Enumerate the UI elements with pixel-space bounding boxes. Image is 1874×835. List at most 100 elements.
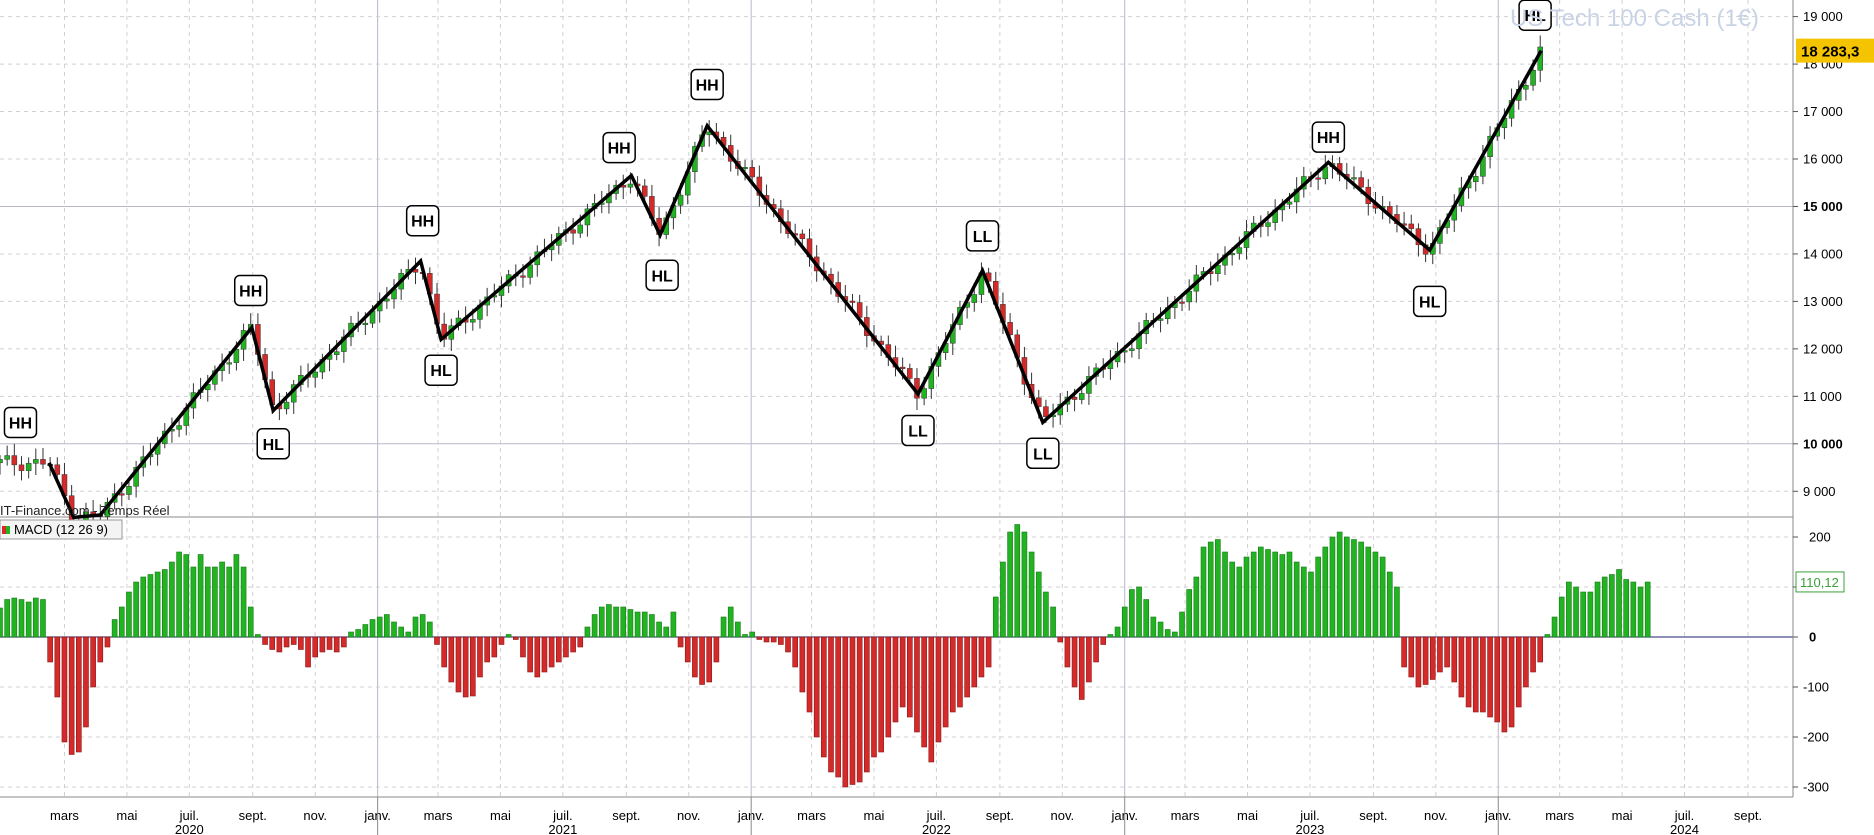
candle-body: [849, 300, 856, 303]
pattern-label-box: [690, 68, 724, 101]
macd-bar: [1515, 636, 1522, 708]
x-tick-label: juil.: [926, 808, 947, 823]
macd-bar: [670, 611, 677, 638]
macd-bar: [1064, 636, 1071, 668]
macd-bar: [1351, 539, 1357, 638]
x-tick-label: mai: [1237, 808, 1258, 823]
macd-bar: [627, 609, 634, 638]
candle-body: [677, 194, 684, 206]
macd-bar: [1143, 599, 1150, 638]
x-tick-label: mai: [490, 808, 511, 823]
macd-legend[interactable]: MACD (12 26 9): [0, 519, 123, 540]
pattern-label: HL: [1412, 285, 1447, 318]
price-tick-label: 14 000: [1803, 246, 1843, 261]
x-tick-label: juil.: [1299, 808, 1320, 823]
macd-bar: [742, 634, 748, 638]
macd-bar: [369, 619, 376, 638]
macd-bar: [749, 631, 756, 638]
macd-bar: [1573, 586, 1579, 638]
candle-body: [1472, 176, 1479, 182]
macd-tick-label: 200: [1809, 530, 1831, 545]
price-tick-label: 13 000: [1803, 294, 1843, 309]
macd-bar: [928, 636, 935, 763]
macd-bar: [1501, 636, 1508, 733]
macd-bar: [1329, 536, 1336, 638]
x-tick-label: mars: [1545, 808, 1574, 823]
candle-body: [1286, 201, 1293, 205]
macd-bar: [1071, 636, 1078, 688]
candle-body: [470, 319, 476, 323]
macd-bar: [1437, 636, 1443, 673]
price-tick-label: 19 000: [1803, 9, 1843, 24]
macd-bar: [985, 636, 992, 668]
macd-bar: [964, 636, 970, 698]
x-tick-label: nov.: [677, 808, 701, 823]
x-tick-label: sept.: [239, 808, 267, 823]
macd-bar: [169, 561, 175, 638]
candle-body: [899, 366, 906, 369]
x-tick-label: sept.: [612, 808, 640, 823]
x-tick-label: sept.: [1359, 808, 1387, 823]
macd-bar: [1078, 636, 1085, 700]
macd-bar: [842, 636, 849, 788]
macd-bar: [140, 576, 147, 638]
x-tick-label: juil.: [1674, 808, 1695, 823]
macd-bar: [25, 601, 32, 638]
macd-value-badge-text: 110,12: [1800, 575, 1839, 590]
macd-bar: [455, 636, 462, 693]
macd-bar: [477, 636, 483, 678]
macd-bar: [641, 611, 648, 638]
candle-body: [0, 459, 3, 464]
candle-body: [1351, 177, 1357, 180]
price-tick-label: 9 000: [1803, 484, 1836, 499]
macd-bar: [147, 574, 154, 638]
macd-bar: [1093, 636, 1099, 663]
macd-bar: [176, 551, 182, 638]
macd-bar: [727, 606, 734, 638]
macd-bar: [878, 636, 884, 753]
macd-bar: [1637, 586, 1644, 638]
candle-body: [641, 185, 648, 197]
candle-body: [1043, 406, 1049, 418]
macd-bar: [0, 607, 3, 638]
macd-bar: [512, 636, 519, 640]
candle-body: [1265, 222, 1271, 227]
macd-bar: [1401, 636, 1407, 668]
pattern-label-text: HL: [263, 437, 285, 454]
macd-bar: [341, 636, 347, 648]
macd-bar: [412, 616, 419, 638]
macd-bar: [1394, 586, 1400, 638]
macd-bar: [598, 606, 605, 638]
candle-body: [176, 425, 182, 430]
pattern-label-text: HH: [9, 415, 32, 432]
macd-bar: [1286, 551, 1293, 638]
macd-bar: [1544, 634, 1551, 638]
macd-bar: [735, 621, 741, 638]
pattern-label: HH: [1311, 121, 1346, 153]
macd-bar: [312, 636, 319, 658]
macd-bar: [1644, 581, 1651, 638]
candle-body: [1179, 301, 1185, 304]
macd-bar: [1035, 571, 1042, 638]
pattern-annotations: HH HL HH HH HL HH HL HH LL LL LL HH HL HL: [3, 0, 1552, 470]
macd-bar: [1301, 566, 1307, 638]
x-year-label: 2024: [1670, 822, 1699, 835]
macd-bar: [699, 636, 705, 685]
macd-bar: [591, 614, 598, 638]
macd-bar: [391, 621, 397, 638]
macd-bar: [864, 636, 870, 773]
macd-bar: [111, 619, 118, 638]
macd-bar: [1057, 636, 1064, 643]
macd-bar: [133, 581, 139, 638]
macd-bar: [1193, 576, 1200, 638]
macd-tick-label: -200: [1803, 730, 1829, 745]
macd-bar: [692, 636, 698, 678]
macd-bar: [828, 636, 834, 773]
macd-bar: [319, 636, 326, 653]
macd-bar: [1229, 561, 1235, 638]
pattern-label-box: [1026, 437, 1060, 470]
macd-bar: [1179, 611, 1185, 638]
macd-bar: [1601, 576, 1608, 638]
x-year-label: 2020: [175, 822, 204, 835]
pattern-label-box: [645, 259, 679, 292]
